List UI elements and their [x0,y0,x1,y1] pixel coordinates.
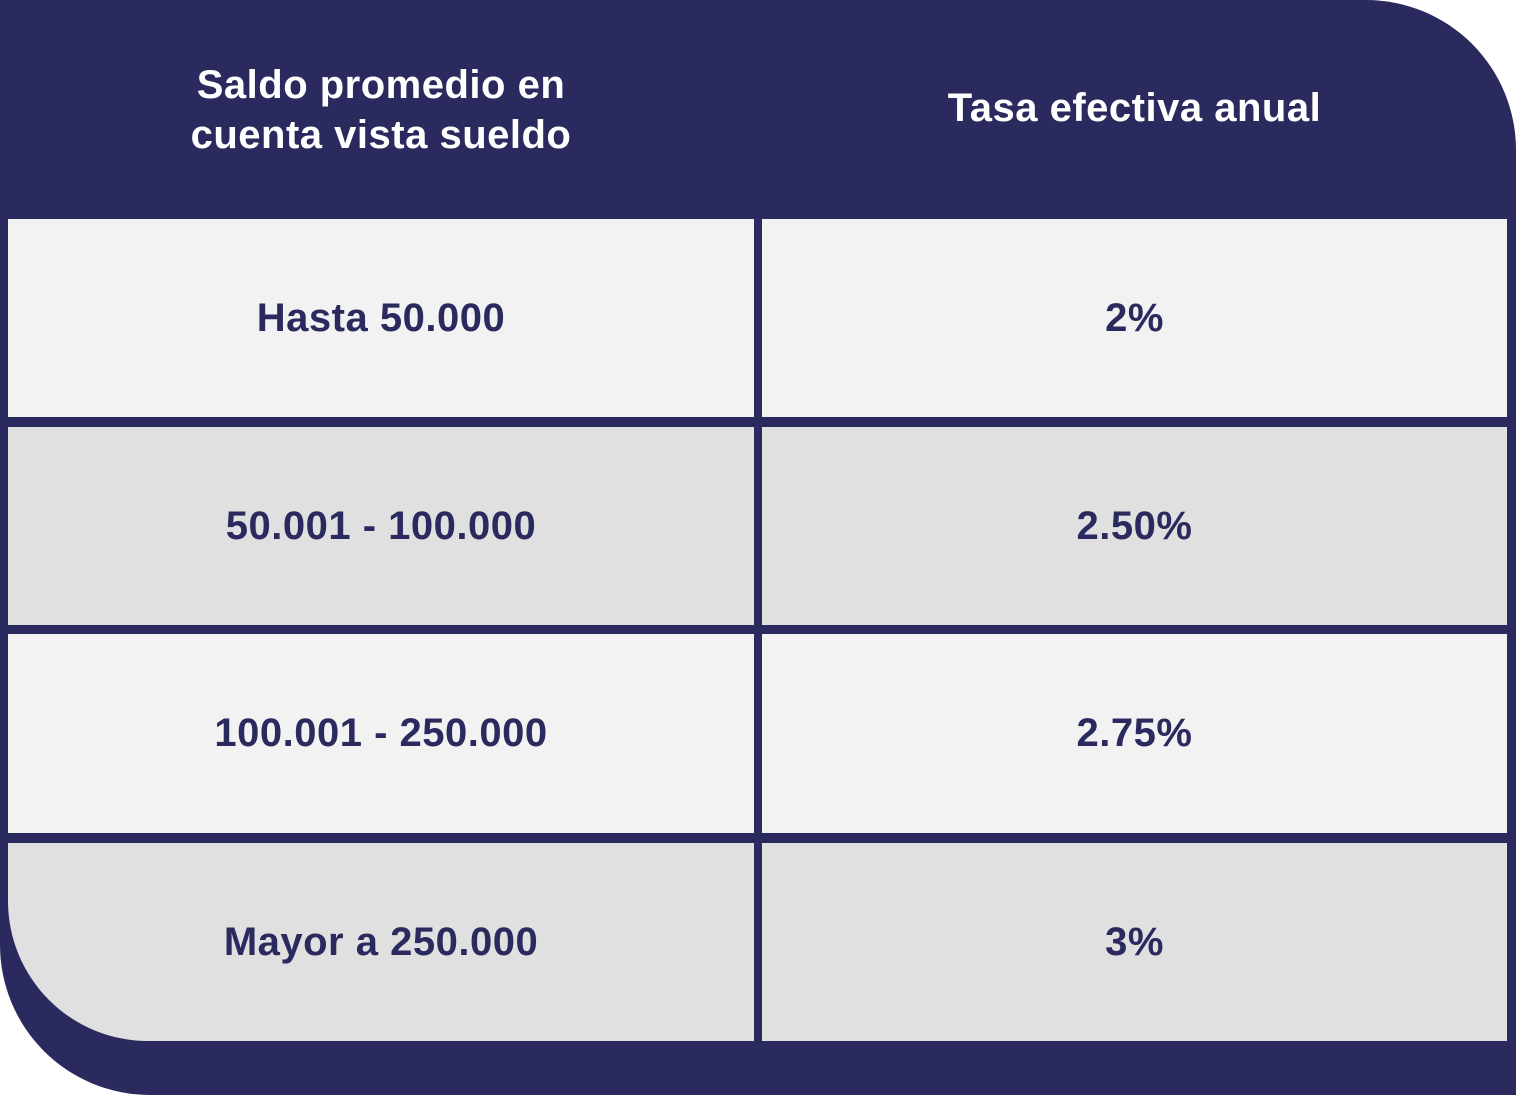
table-cell-range: Mayor a 250.000 [8,843,754,1041]
header-rate-label: Tasa efectiva anual [947,85,1322,130]
header-rate: Tasa efectiva anual [762,0,1507,215]
rate-value: 2.75% [1076,711,1193,755]
rate-value: 2.50% [1076,503,1193,548]
table-cell-range: 50.001 - 100.000 [8,427,754,625]
table-cell-rate: 2% [762,219,1507,417]
range-label: Mayor a 250.000 [223,919,539,964]
rate-value: 2% [1105,295,1164,340]
header-balance: Saldo promedio en cuenta vista sueldo [8,0,754,217]
rate-value: 3% [1105,919,1164,964]
table-cell-rate: 3% [762,843,1507,1041]
table-cell-range: Hasta 50.000 [8,219,754,417]
table-cell-rate: 2.75% [762,634,1507,833]
table-cell-range: 100.001 - 250.000 [8,634,754,833]
range-label: 100.001 - 250.000 [214,711,548,755]
table-cell-rate: 2.50% [762,427,1507,625]
header-balance-label: Saldo promedio en cuenta vista sueldo [190,62,572,157]
range-label: 50.001 - 100.000 [225,503,537,548]
range-label: Hasta 50.000 [256,295,506,340]
